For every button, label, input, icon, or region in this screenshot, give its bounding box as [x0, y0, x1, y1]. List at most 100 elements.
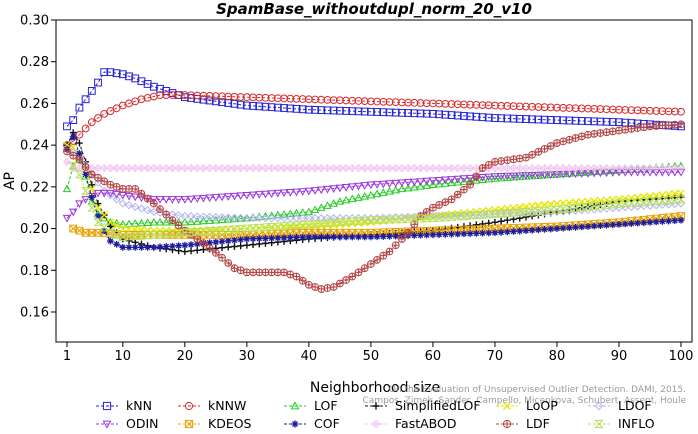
data-point-part	[534, 103, 543, 111]
data-point-part	[193, 91, 202, 100]
data-point-part	[212, 238, 220, 246]
data-point-part	[478, 174, 487, 182]
data-point-part	[392, 232, 400, 240]
data-point	[497, 114, 506, 123]
data-point	[280, 104, 288, 112]
data-point-part	[484, 113, 493, 122]
data-point-part	[206, 239, 214, 247]
data-point	[559, 116, 568, 125]
data-point-part	[497, 217, 505, 225]
data-point	[670, 107, 679, 116]
data-point	[354, 97, 363, 105]
data-point-part	[603, 128, 610, 136]
data-point	[491, 229, 499, 237]
data-point	[577, 117, 586, 125]
data-point	[93, 178, 103, 187]
data-point	[416, 182, 425, 190]
data-point	[677, 189, 685, 197]
data-point	[192, 195, 202, 203]
data-point	[137, 218, 146, 227]
data-point	[267, 94, 276, 102]
data-point	[62, 157, 72, 166]
data-point-part	[429, 204, 437, 212]
data-point-part	[590, 130, 598, 138]
data-point	[323, 214, 332, 223]
data-point	[112, 221, 121, 230]
data-point-part	[279, 214, 289, 223]
data-point-part	[243, 268, 251, 276]
data-point	[143, 206, 152, 215]
data-point-part	[422, 214, 432, 223]
data-point-part	[317, 106, 326, 115]
data-point	[627, 220, 635, 227]
data-point-part	[231, 236, 238, 244]
data-point-part	[634, 124, 641, 132]
data-point	[211, 97, 220, 106]
data-point-part	[304, 220, 314, 229]
data-point-part	[311, 95, 319, 104]
data-point-part	[180, 228, 190, 237]
data-point	[422, 99, 431, 108]
data-point	[187, 241, 195, 249]
data-point	[329, 218, 339, 227]
data-point-part	[205, 194, 214, 203]
data-point	[156, 91, 164, 99]
data-point-part	[248, 213, 258, 221]
data-point-part	[472, 100, 481, 109]
data-point-part	[528, 115, 537, 124]
data-point-part	[448, 230, 455, 238]
data-point	[577, 104, 586, 113]
data-point	[293, 233, 300, 241]
data-point-part	[391, 98, 400, 107]
data-point	[149, 217, 159, 226]
data-point	[255, 214, 264, 223]
data-point	[472, 100, 481, 109]
data-point	[248, 191, 258, 200]
data-point-part	[174, 91, 183, 99]
data-point-part	[348, 183, 357, 192]
data-point-part	[552, 205, 562, 214]
data-point-part	[131, 230, 140, 239]
data-point	[372, 181, 382, 189]
data-point	[68, 162, 78, 170]
data-point	[403, 179, 413, 187]
data-point-part	[391, 179, 400, 188]
data-point-part	[658, 218, 666, 225]
data-point	[150, 243, 158, 251]
data-point-part	[670, 195, 680, 204]
data-point-part	[403, 183, 413, 192]
data-point	[397, 184, 407, 193]
data-point	[441, 231, 449, 238]
data-point	[311, 105, 319, 114]
data-point	[236, 93, 245, 101]
data-point-part	[497, 157, 505, 165]
x-tick-label: 1	[63, 349, 71, 364]
data-point-part	[131, 202, 140, 211]
data-point-part	[428, 214, 438, 223]
data-point	[242, 191, 252, 200]
data-point-part	[571, 116, 580, 125]
data-point-part	[441, 176, 450, 185]
data-point-part	[578, 132, 586, 140]
data-point	[453, 175, 462, 184]
data-point-part	[205, 212, 214, 221]
data-point-part	[323, 221, 332, 230]
data-point	[335, 96, 344, 105]
data-point-part	[671, 121, 679, 129]
data-point-part	[372, 402, 380, 410]
legend-label: LOF	[314, 398, 338, 413]
data-point-part	[665, 121, 672, 129]
data-point	[447, 100, 456, 108]
legend-marker	[102, 420, 112, 429]
x-axis-label: Neighborhood size	[310, 380, 440, 396]
data-point	[509, 102, 518, 111]
data-point-part	[156, 91, 164, 99]
data-point	[646, 106, 654, 115]
data-point-part	[366, 107, 375, 116]
data-point	[81, 228, 90, 237]
data-point-part	[341, 217, 351, 226]
data-point-part	[373, 97, 382, 106]
data-point-part	[75, 226, 84, 235]
data-point-part	[546, 206, 556, 215]
data-point	[286, 104, 295, 113]
